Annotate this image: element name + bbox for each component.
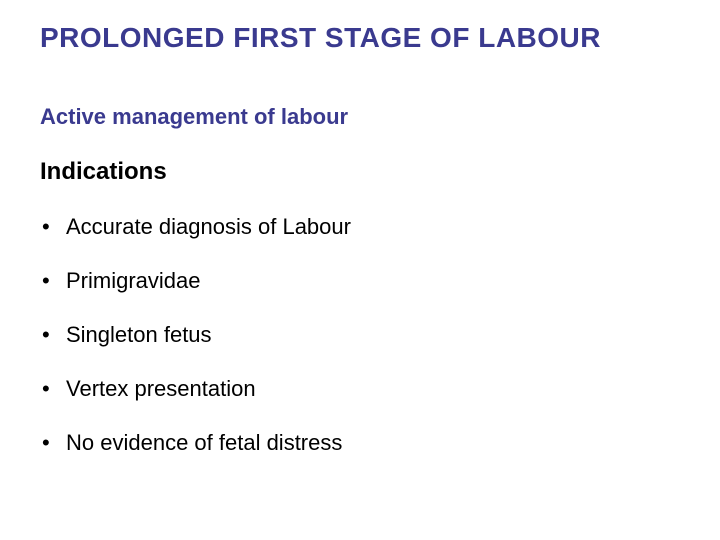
list-item: Accurate diagnosis of Labour	[40, 214, 680, 240]
list-item: Primigravidae	[40, 268, 680, 294]
bullet-list: Accurate diagnosis of Labour Primigravid…	[40, 214, 680, 456]
list-item: Singleton fetus	[40, 322, 680, 348]
section-heading: Indications	[40, 158, 680, 186]
list-item: Vertex presentation	[40, 376, 680, 402]
slide-subtitle: Active management of labour	[40, 104, 680, 130]
slide-title: PROLONGED FIRST STAGE OF LABOUR	[40, 22, 680, 54]
list-item: No evidence of fetal distress	[40, 430, 680, 456]
slide: PROLONGED FIRST STAGE OF LABOUR Active m…	[0, 0, 720, 540]
